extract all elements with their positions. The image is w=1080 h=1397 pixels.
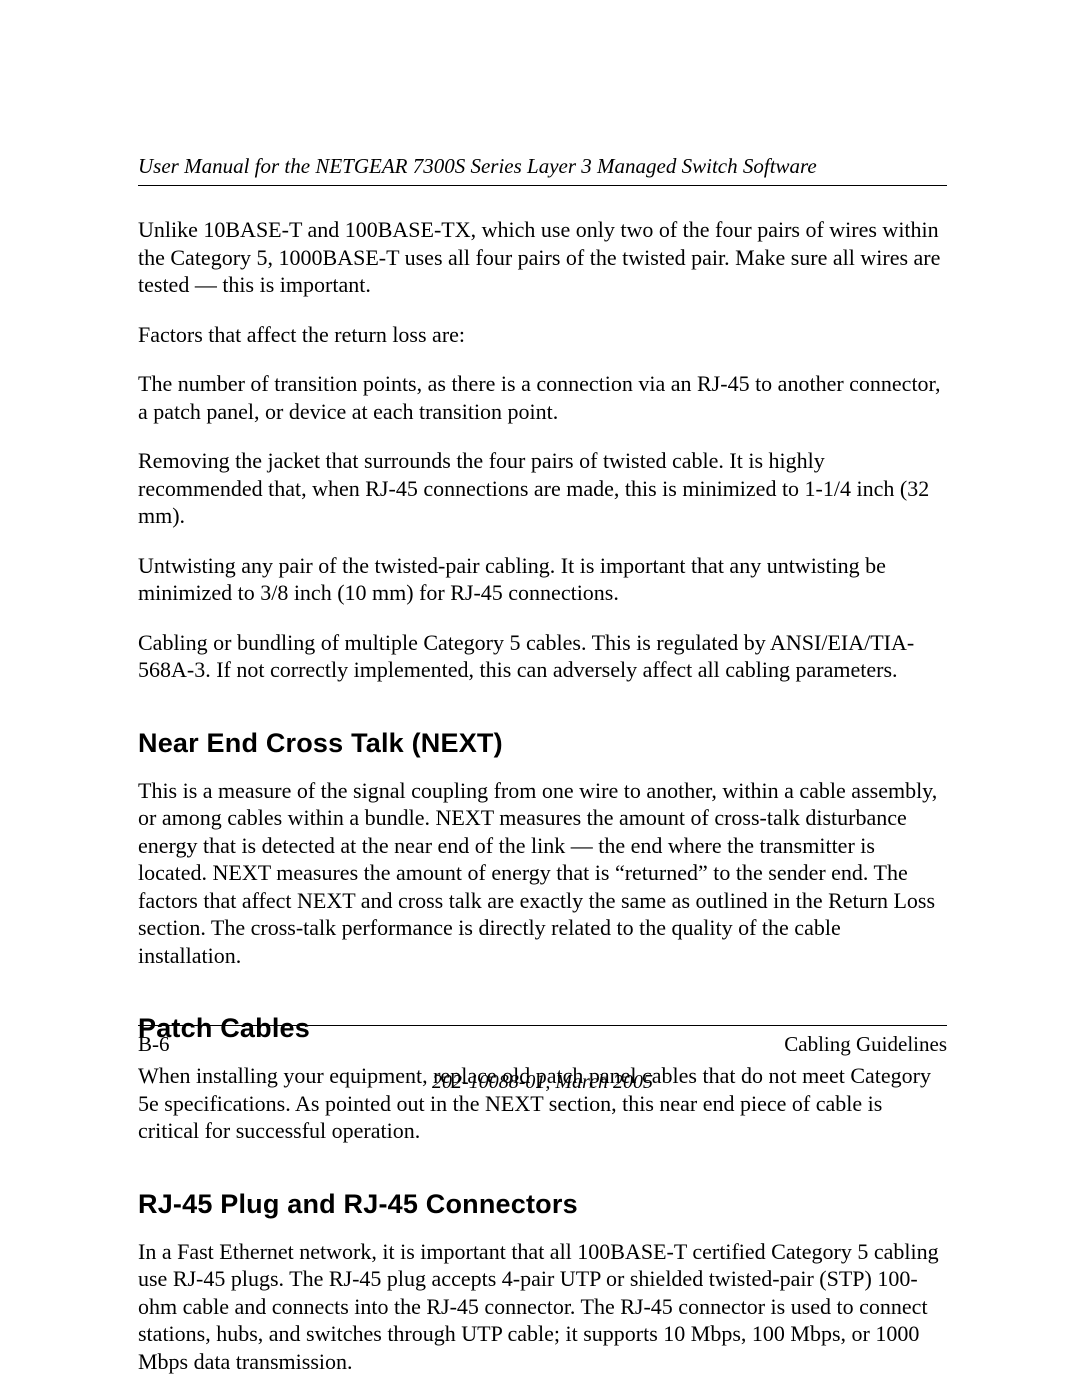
paragraph: In a Fast Ethernet network, it is import… <box>138 1238 947 1376</box>
paragraph: This is a measure of the signal coupling… <box>138 777 947 970</box>
paragraph: Unlike 10BASE-T and 100BASE-TX, which us… <box>138 216 947 299</box>
footer-section-title: Cabling Guidelines <box>784 1032 947 1057</box>
footer-rule <box>138 1025 947 1026</box>
page-number: B-6 <box>138 1032 170 1057</box>
footer-doc-info: 202-10088-01, March 2005 <box>138 1071 947 1094</box>
header-rule <box>138 185 947 186</box>
footer: B-6 Cabling Guidelines 202-10088-01, Mar… <box>138 1025 947 1094</box>
section-heading-next: Near End Cross Talk (NEXT) <box>138 728 947 759</box>
running-header: User Manual for the NETGEAR 7300S Series… <box>138 154 947 179</box>
paragraph: Untwisting any pair of the twisted-pair … <box>138 552 947 607</box>
paragraph: Factors that affect the return loss are: <box>138 321 947 349</box>
section-heading-rj45: RJ-45 Plug and RJ-45 Connectors <box>138 1189 947 1220</box>
paragraph: Removing the jacket that surrounds the f… <box>138 447 947 530</box>
footer-row: B-6 Cabling Guidelines <box>138 1032 947 1057</box>
paragraph: The number of transition points, as ther… <box>138 370 947 425</box>
paragraph: Cabling or bundling of multiple Category… <box>138 629 947 684</box>
document-page: User Manual for the NETGEAR 7300S Series… <box>0 0 1080 1397</box>
